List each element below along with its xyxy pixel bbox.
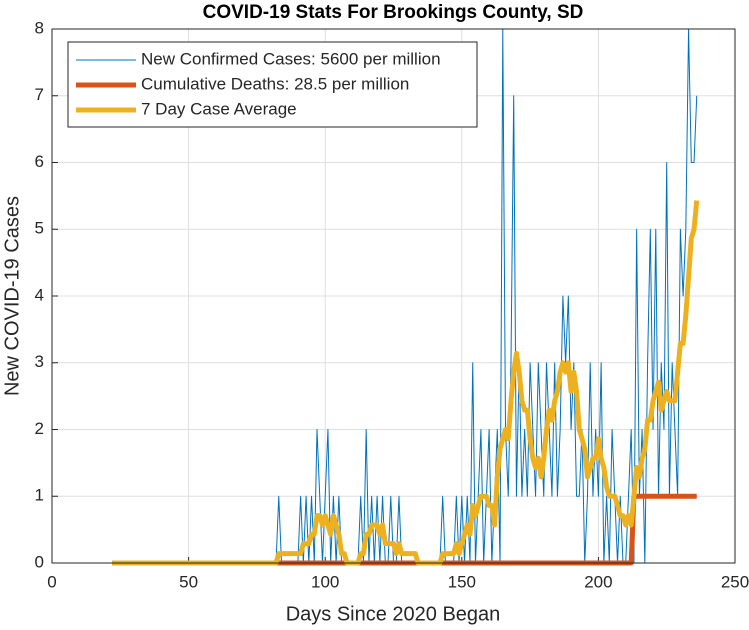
y-tick-label: 6 <box>35 152 44 171</box>
y-tick-label: 0 <box>35 552 44 571</box>
x-tick-label: 250 <box>721 572 749 591</box>
x-tick-label: 0 <box>47 572 56 591</box>
plot-frame <box>51 28 736 564</box>
y-tick-label: 2 <box>35 419 44 438</box>
x-tick-label: 200 <box>584 572 612 591</box>
legend-box <box>67 41 478 128</box>
y-tick-label: 1 <box>35 486 44 505</box>
legend-label: Cumulative Deaths: 28.5 per million <box>141 74 409 93</box>
y-tick-label: 5 <box>35 219 44 238</box>
x-tick-label: 150 <box>448 572 476 591</box>
legend-label: 7 Day Case Average <box>141 99 297 118</box>
x-axis-label: Days Since 2020 Began <box>286 603 501 625</box>
chart-title: COVID-19 Stats For Brookings County, SD <box>203 2 584 23</box>
legend-label: New Confirmed Cases: 5600 per million <box>141 49 441 68</box>
y-tick-label: 3 <box>35 352 44 371</box>
y-tick-label: 4 <box>35 285 44 304</box>
x-tick-label: 50 <box>179 572 198 591</box>
y-tick-label: 8 <box>35 18 44 37</box>
x-tick-label: 100 <box>311 572 339 591</box>
y-axis-label: New COVID-19 Cases <box>1 196 23 396</box>
y-tick-label: 7 <box>35 85 44 104</box>
